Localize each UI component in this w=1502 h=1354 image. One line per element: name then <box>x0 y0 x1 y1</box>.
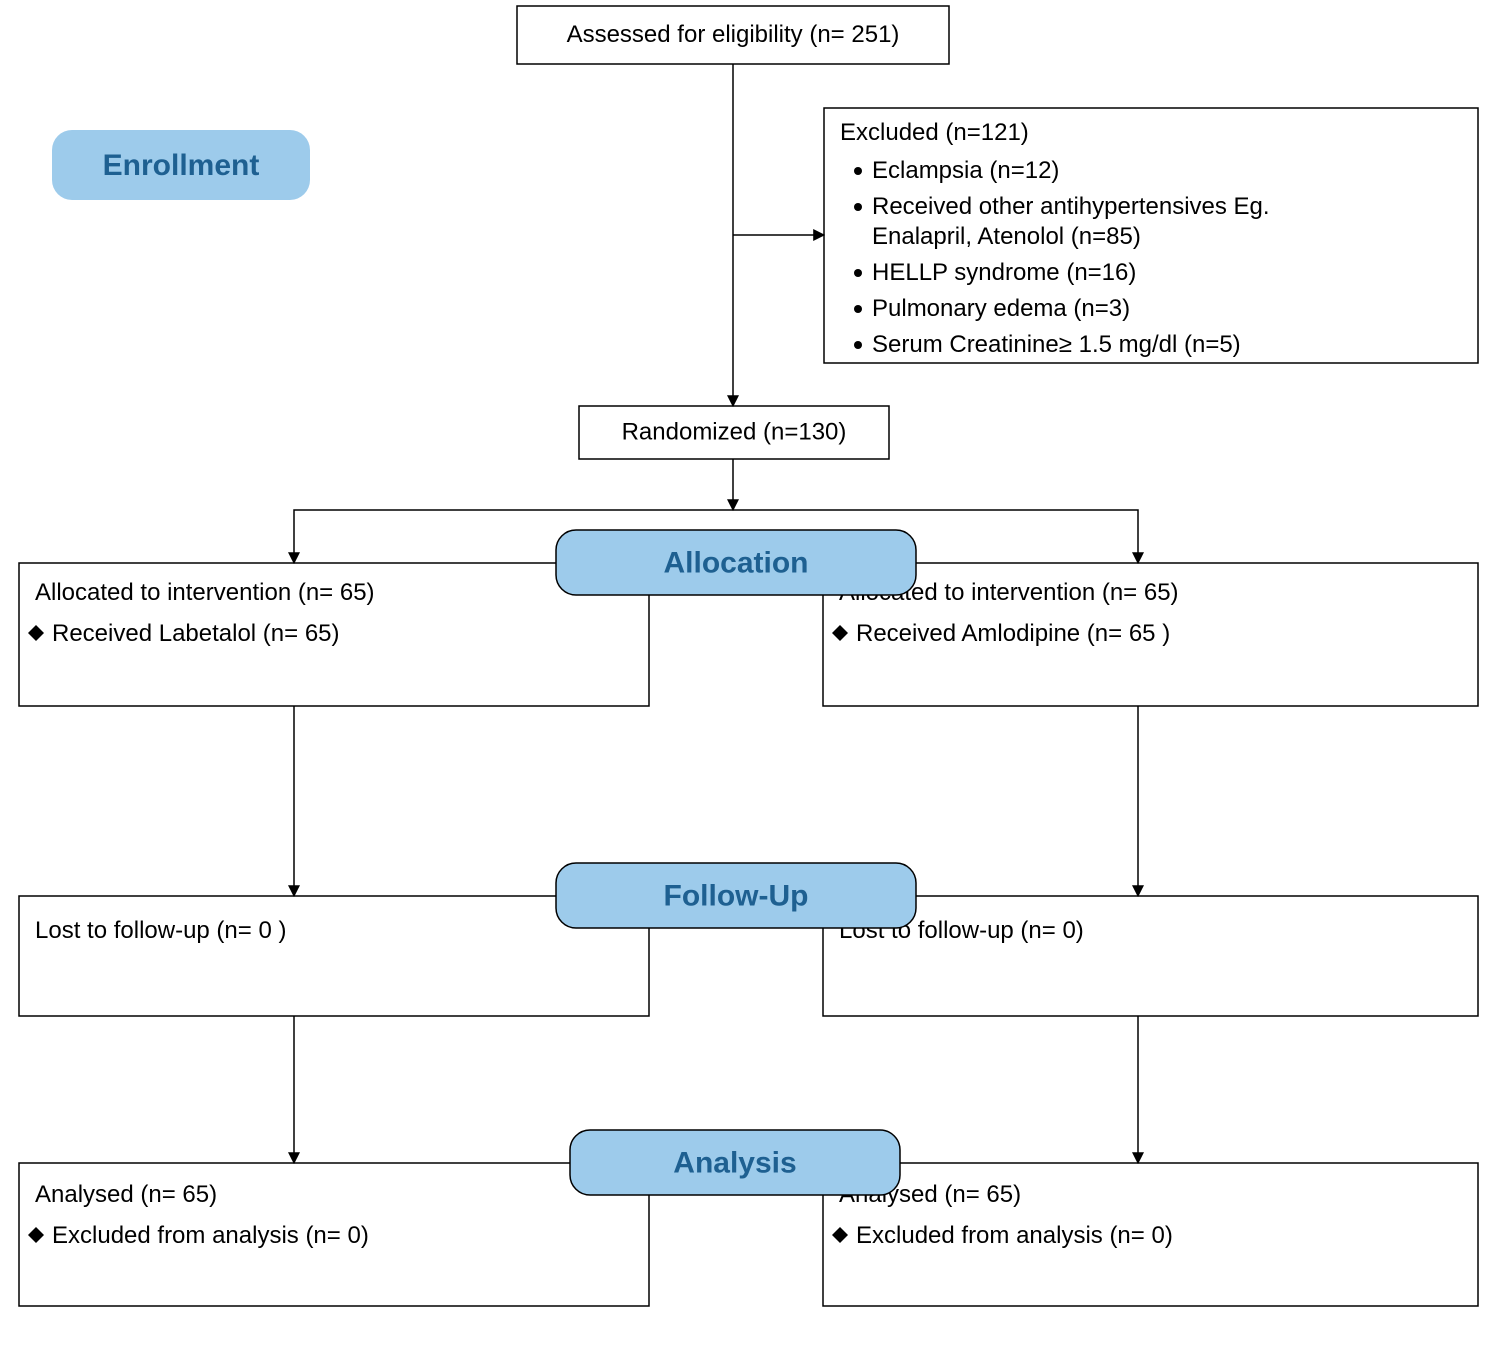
list-item: Pulmonary edema (n=3) <box>872 295 1130 322</box>
analysis-left-box: Analysed (n= 65) Excluded from analysis … <box>19 1163 649 1306</box>
followup-left-text: Lost to follow-up (n= 0 ) <box>35 917 286 944</box>
randomized-text: Randomized (n=130) <box>622 419 847 446</box>
allocation-stage: Allocation <box>556 530 916 595</box>
assessed-text: Assessed for eligibility (n= 251) <box>567 21 900 48</box>
alloc-left-line2-wrap: Received Labetalol (n= 65) <box>28 620 340 647</box>
alloc-left-line1: Allocated to intervention (n= 65) <box>35 579 375 606</box>
analysis-left-line1: Analysed (n= 65) <box>35 1181 217 1208</box>
list-item: Received other antihypertensives Eg. <box>872 193 1270 220</box>
randomized-box: Randomized (n=130) <box>579 406 889 459</box>
analysis-label: Analysis <box>673 1147 796 1180</box>
analysis-right-box: Analysed (n= 65) Excluded from analysis … <box>823 1163 1478 1306</box>
excluded-box: Excluded (n=121) Eclampsia (n=12) Receive… <box>824 108 1478 363</box>
alloc-left-line2: Received Labetalol (n= 65) <box>52 620 340 647</box>
list-item: HELLP syndrome (n=16) <box>872 259 1136 286</box>
enrollment-stage: Enrollment <box>52 130 310 200</box>
enrollment-label: Enrollment <box>103 149 260 182</box>
alloc-right-box: Allocated to intervention (n= 65) Receiv… <box>823 563 1478 706</box>
list-item: Eclampsia (n=12) <box>872 157 1059 184</box>
analysis-right-line2: Excluded from analysis (n= 0) <box>856 1222 1173 1249</box>
list-item: Enalapril, Atenolol (n=85) <box>872 223 1141 250</box>
assessed-box: Assessed for eligibility (n= 251) <box>517 6 949 64</box>
analysis-left-line2: Excluded from analysis (n= 0) <box>52 1222 369 1249</box>
analysis-right-line2-wrap: Excluded from analysis (n= 0) <box>832 1222 1173 1249</box>
alloc-left-box: Allocated to intervention (n= 65) Receiv… <box>19 563 649 706</box>
analysis-left-line2-wrap: Excluded from analysis (n= 0) <box>28 1222 369 1249</box>
alloc-right-line2: Received Amlodipine (n= 65 ) <box>856 620 1170 647</box>
excluded-title: Excluded (n=121) <box>840 119 1029 146</box>
alloc-right-line2-wrap: Received Amlodipine (n= 65 ) <box>832 620 1170 647</box>
followup-label: Follow-Up <box>664 880 809 913</box>
followup-left-box: Lost to follow-up (n= 0 ) <box>19 896 649 1016</box>
analysis-stage: Analysis <box>570 1130 900 1195</box>
allocation-label: Allocation <box>663 547 808 580</box>
list-item: Serum Creatinine≥ 1.5 mg/dl (n=5) <box>872 331 1241 358</box>
followup-right-box: Lost to follow-up (n= 0) <box>823 896 1478 1016</box>
followup-stage: Follow-Up <box>556 863 916 928</box>
